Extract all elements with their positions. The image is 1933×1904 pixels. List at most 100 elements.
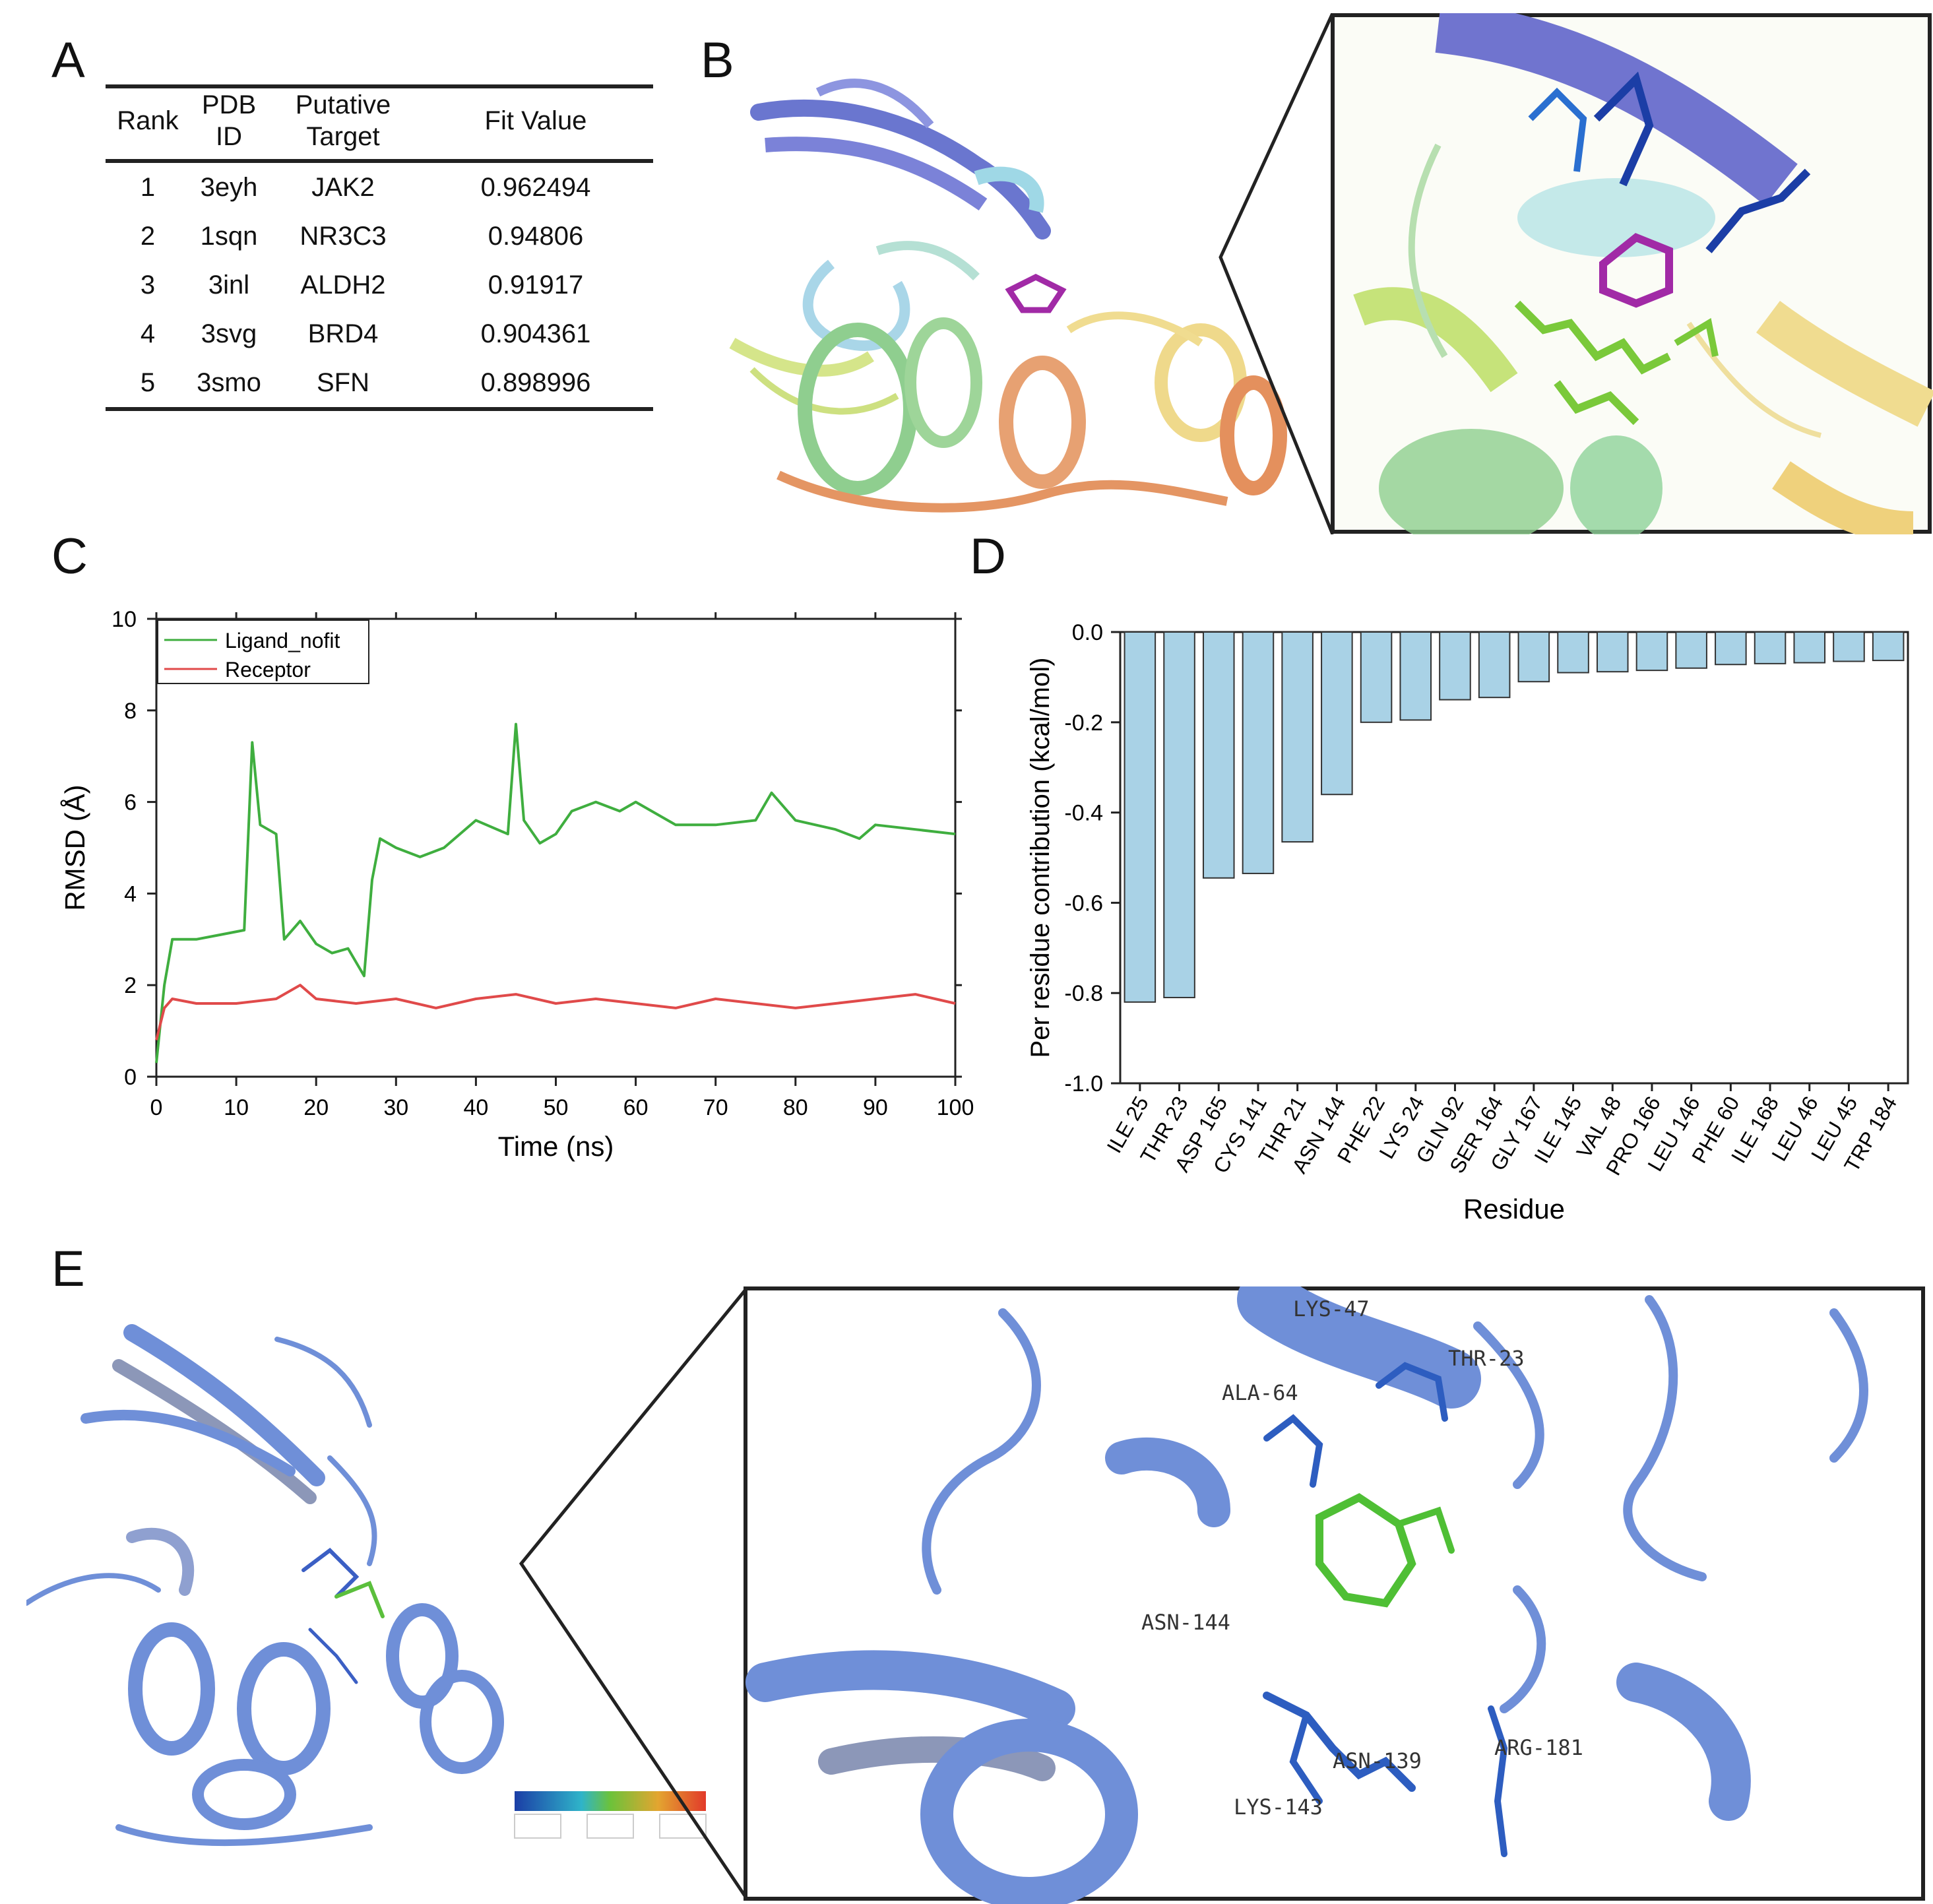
x-tick-label: 40 [463, 1095, 488, 1120]
cell-pdb: 3eyh [200, 172, 258, 202]
x-tick-label: 100 [937, 1095, 974, 1120]
bar-cys-141 [1242, 631, 1275, 874]
header-pdb-id: PDB ID [201, 90, 257, 151]
residue-label: LYS-47 [1293, 1296, 1370, 1321]
interaction-color-legend [514, 1791, 707, 1839]
cell-target: SFN [317, 367, 369, 397]
bar-thr-23 [1163, 631, 1195, 999]
y-tick-label: 6 [124, 790, 137, 815]
y-axis-label: Per residue contribution (kcal/mol) [1026, 658, 1055, 1058]
y-tick-label: 0 [124, 1065, 137, 1090]
cell-rank: 5 [140, 367, 156, 397]
y-tick-label: -1.0 [1064, 1071, 1103, 1096]
rmsd-chart: 0 10 20 30 40 50 60 70 80 90 100 0 2 4 6 8 10 Time (ns) RM… [59, 607, 974, 1162]
cell-target: BRD4 [307, 319, 379, 348]
cell-pdb: 1sqn [200, 221, 258, 251]
bar-leu-46 [1793, 631, 1826, 664]
cell-rank: 2 [140, 221, 156, 251]
plot-frame [1119, 631, 1909, 1085]
table-row: 4 3svg BRD4 0.904361 [106, 309, 653, 358]
bar-lys-24 [1399, 631, 1432, 721]
x-tick-label: 70 [703, 1095, 728, 1120]
cell-fit: 0.962494 [480, 172, 591, 202]
y-tick-label: -0.4 [1064, 801, 1103, 826]
series-line-ligand-nofit [155, 722, 956, 1063]
cell-fit: 0.91917 [488, 270, 584, 300]
series-line-receptor [155, 984, 956, 1040]
table-row: 3 3inl ALDH2 0.91917 [106, 261, 653, 309]
bar-val-48 [1596, 631, 1629, 673]
y-tick-label: -0.6 [1064, 891, 1103, 916]
residue-label: LYS-143 [1234, 1794, 1323, 1820]
protein-structure-b [729, 13, 1933, 534]
cell-rank: 3 [140, 270, 156, 300]
zoom-connector-e [519, 1288, 747, 1898]
cell-pdb: 3inl [208, 270, 250, 300]
y-axis-label: RMSD (Å) [59, 784, 90, 910]
cell-rank: 1 [140, 172, 156, 202]
cell-pdb: 3svg [201, 319, 257, 348]
cell-fit: 0.904361 [480, 319, 591, 348]
residue-label: ASN-144 [1141, 1610, 1230, 1635]
legend-box [157, 619, 369, 684]
x-tick-label: 20 [303, 1095, 329, 1120]
x-tick-label: 10 [224, 1095, 249, 1120]
bar-asp-165 [1202, 631, 1235, 879]
y-tick-label: 8 [124, 699, 137, 724]
protein-zoom-b [1353, 13, 1933, 534]
cell-rank: 4 [140, 319, 156, 348]
header-fit-value: Fit Value [484, 106, 587, 135]
cell-fit: 0.898996 [480, 367, 591, 397]
table-row: 5 3smo SFN 0.898996 [106, 358, 653, 409]
cell-target: JAK2 [311, 172, 375, 202]
bar-thr-21 [1281, 631, 1314, 843]
residue-label: ALA-64 [1222, 1380, 1298, 1405]
x-axis-label: Time (ns) [498, 1131, 614, 1162]
bar-leu-146 [1675, 631, 1707, 669]
table-row: 1 3eyh JAK2 0.962494 [106, 161, 653, 212]
bar-ser-164 [1478, 631, 1511, 699]
cell-pdb: 3smo [197, 367, 261, 397]
bar-ile-168 [1754, 631, 1787, 664]
x-tick-label: 90 [863, 1095, 888, 1120]
panel-label-c: C [51, 528, 88, 585]
protein-overview-e [26, 1324, 504, 1847]
cell-target: ALDH2 [300, 270, 386, 300]
protein-zoom-e [745, 1286, 1868, 1904]
panel-label-a: A [51, 32, 85, 88]
bar-gln-92 [1439, 631, 1471, 701]
panel-label-b: B [701, 32, 734, 88]
residue-label: ARG-181 [1494, 1735, 1583, 1760]
bar-pro-166 [1635, 631, 1668, 672]
legend-label: Receptor [225, 658, 311, 682]
bar-asn-144 [1321, 631, 1353, 796]
y-tick-label: 2 [124, 973, 137, 998]
header-putative-target: Putative Target [295, 90, 391, 151]
bar-ile-25 [1124, 631, 1157, 1003]
panel-label-d: D [970, 528, 1006, 585]
bar-trp-184 [1872, 631, 1905, 662]
bar-phe-60 [1715, 631, 1747, 666]
protein-overview-b [729, 79, 1287, 513]
header-rank: Rank [117, 106, 179, 135]
bar-leu-45 [1833, 631, 1865, 662]
y-tick-label: -0.2 [1064, 711, 1103, 736]
x-axis-label: Residue [1463, 1193, 1565, 1224]
chart-legend: Ligand_nofit Receptor [157, 619, 369, 684]
protein-structure-e [26, 1286, 1925, 1904]
x-tick-label: 50 [544, 1095, 569, 1120]
y-tick-label: 10 [111, 607, 137, 632]
pdb-table: Rank PDB ID Putative Target Fit Value 1 … [106, 82, 653, 411]
table-top-rule [106, 84, 653, 88]
residue-label: ASN-139 [1333, 1748, 1422, 1773]
legend-label: Ligand_nofit [225, 629, 340, 652]
x-tick-label: 60 [623, 1095, 649, 1120]
x-tick-label: 80 [783, 1095, 808, 1120]
x-tick-label: 30 [383, 1095, 408, 1120]
residue-label: THR-23 [1448, 1346, 1525, 1371]
panel-label-e: E [51, 1241, 85, 1297]
table-row: 2 1sqn NR3C3 0.94806 [106, 212, 653, 261]
x-tick-label: 0 [150, 1095, 163, 1120]
y-tick-label: 4 [124, 881, 137, 906]
bar-gly-167 [1517, 631, 1550, 683]
